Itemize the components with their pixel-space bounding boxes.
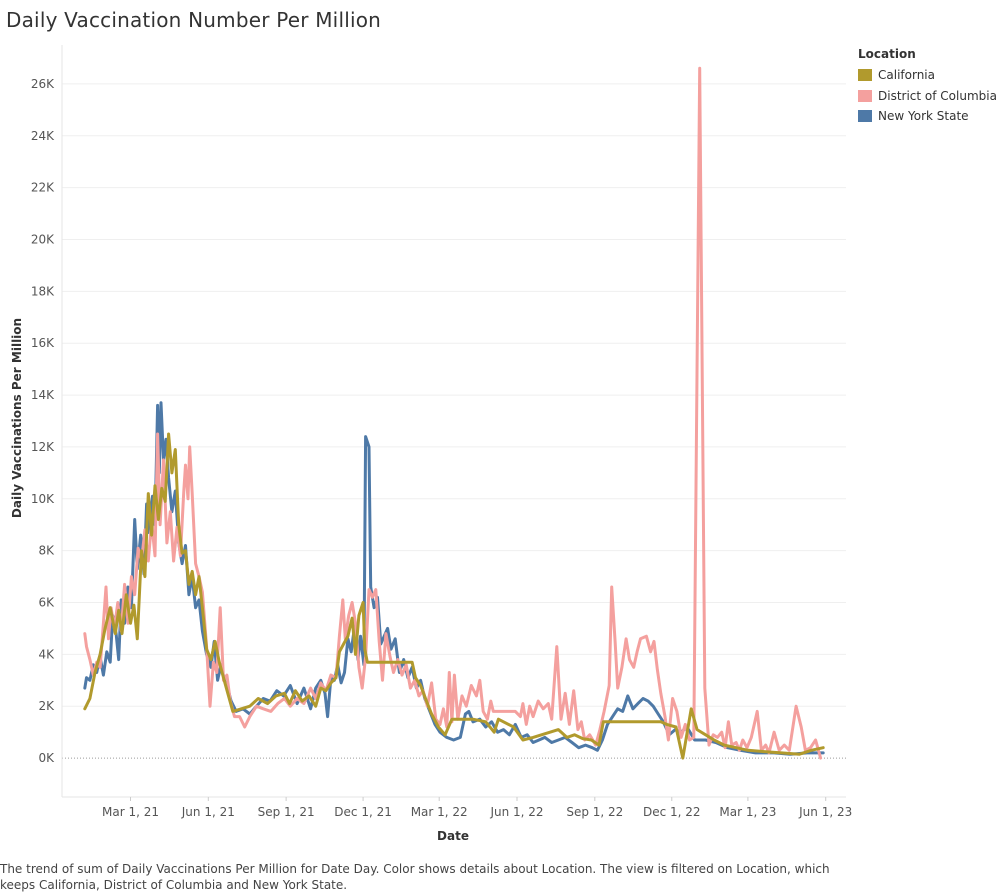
x-tick-label: Mar 1, 22 (411, 805, 468, 819)
chart-caption: The trend of sum of Daily Vaccinations P… (0, 862, 830, 892)
y-tick-label: 16K (31, 336, 55, 350)
x-axis-title: Date (437, 829, 469, 843)
x-tick-label: Jun 1, 21 (181, 805, 235, 819)
legend-swatch-california (858, 69, 872, 82)
legend: Location California District of Columbia… (858, 47, 997, 127)
x-tick-label: Mar 1, 23 (719, 805, 776, 819)
x-tick-label: Dec 1, 22 (643, 805, 701, 819)
legend-item-new-york-state[interactable]: New York State (858, 106, 997, 127)
legend-item-district-of-columbia[interactable]: District of Columbia (858, 86, 997, 107)
y-tick-label: 26K (31, 77, 55, 91)
y-tick-label: 14K (31, 388, 55, 402)
legend-item-california[interactable]: California (858, 65, 997, 86)
y-tick-label: 12K (31, 440, 55, 454)
series-lines (83, 66, 825, 760)
axes: 0K 2K 4K 6K 8K 10K 12K 14K 16K 18K 20K 22K 24K 26K Mar… (31, 45, 852, 819)
y-tick-label: 2K (38, 699, 55, 713)
y-tick-label: 4K (38, 647, 55, 661)
y-tick-label: 20K (31, 232, 55, 246)
x-tick-label: Sep 1, 21 (258, 805, 315, 819)
series-line-california (83, 432, 825, 760)
y-tick-label: 8K (38, 544, 55, 558)
legend-swatch-district-of-columbia (858, 89, 872, 102)
y-tick-label: 0K (38, 751, 55, 765)
y-axis-title: Daily Vaccinations Per Million (10, 318, 24, 518)
legend-label-district-of-columbia: District of Columbia (878, 88, 997, 103)
legend-swatch-new-york-state (858, 110, 872, 123)
legend-label-california: California (878, 68, 935, 83)
chart-title: Daily Vaccination Number Per Million (6, 8, 382, 32)
y-tick-label: 24K (31, 129, 55, 143)
gridlines (62, 83, 846, 759)
x-tick-label: Sep 1, 22 (566, 805, 623, 819)
legend-title: Location (858, 47, 916, 61)
x-tick-label: Mar 1, 21 (102, 805, 159, 819)
y-tick-label: 18K (31, 284, 55, 298)
x-tick-label: Jun 1, 22 (489, 805, 543, 819)
series-line-district-of-columbia (83, 66, 823, 760)
x-tick-label: Jun 1, 23 (798, 805, 852, 819)
y-tick-label: 22K (31, 181, 55, 195)
x-tick-label: Dec 1, 21 (334, 805, 392, 819)
y-tick-label: 6K (38, 596, 55, 610)
legend-label-new-york-state: New York State (878, 109, 969, 124)
y-tick-label: 10K (31, 492, 55, 506)
